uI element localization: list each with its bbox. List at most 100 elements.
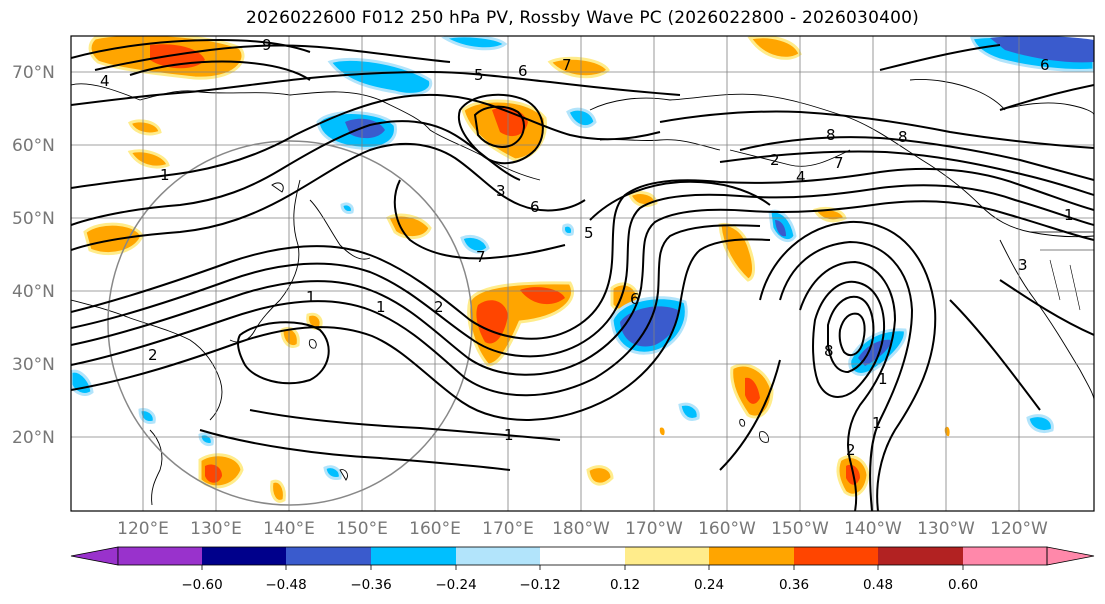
neg-anomaly-blob xyxy=(327,57,433,96)
colorbar-ticks xyxy=(201,565,964,570)
contour-label: 5 xyxy=(584,224,594,242)
neg-anomaly-blob xyxy=(323,465,342,480)
longitude-labels: 120°E 130°E 140°E 150°E 160°E 170°E 180°… xyxy=(117,519,1048,539)
contour-label: 8 xyxy=(824,342,834,360)
colorbar-tick-label: 0.60 xyxy=(948,577,978,593)
coastline xyxy=(589,93,1094,238)
pv-contour xyxy=(249,409,561,441)
colorbar-segment xyxy=(709,547,794,565)
lat-label: 60°N xyxy=(12,136,55,156)
pv-contour xyxy=(999,84,1094,111)
lon-label: 130°W xyxy=(917,519,975,539)
colorbar-segment xyxy=(540,547,625,565)
pv-contour xyxy=(71,70,681,106)
lat-label: 70°N xyxy=(12,63,55,83)
colorbar-segment xyxy=(625,547,709,565)
pos-anomaly-blob xyxy=(718,222,755,282)
pv-contour xyxy=(949,299,1041,411)
coastline xyxy=(729,149,851,167)
map-frame xyxy=(70,35,1095,512)
lon-label: 150°E xyxy=(336,519,388,539)
colorbar-right-extension xyxy=(1046,546,1095,566)
pv-contour xyxy=(799,260,897,511)
coastline xyxy=(71,299,223,421)
pos-anomaly-blob xyxy=(127,149,170,169)
pv-contour xyxy=(457,93,544,165)
pv-contours xyxy=(71,38,1094,511)
neg-anomaly-blob xyxy=(678,402,700,421)
neg-anomaly-blob xyxy=(198,432,214,446)
colorbar-segment xyxy=(963,547,1047,565)
lon-label: 150°W xyxy=(771,519,829,539)
contour-label: 4 xyxy=(796,168,806,186)
colorbar-tick-label: 0.24 xyxy=(694,577,724,593)
contour-label: 8 xyxy=(898,128,908,146)
contour-label: 2 xyxy=(770,151,780,169)
neg-anomaly-blob xyxy=(562,223,574,236)
colorbar-tick-label: −0.24 xyxy=(435,577,476,593)
coastlines xyxy=(71,79,1094,506)
pv-contour xyxy=(879,44,1001,71)
colorbar-tick-label: 0.48 xyxy=(863,577,893,593)
pv-contour xyxy=(393,179,566,260)
coastline xyxy=(999,239,1094,401)
lat-label: 50°N xyxy=(12,209,55,229)
colorbar-segment xyxy=(878,547,963,565)
contour-label: 2 xyxy=(846,441,856,459)
pv-contour xyxy=(812,280,886,398)
pv-contour xyxy=(236,321,330,385)
border xyxy=(1040,249,1094,311)
contour-label: 7 xyxy=(476,248,486,266)
contour-label: 2 xyxy=(434,298,444,316)
contour-label: 1 xyxy=(306,288,316,306)
pv-contour xyxy=(71,184,1094,358)
colorbar-segment xyxy=(286,547,371,565)
pv-contour xyxy=(71,120,521,226)
coastline xyxy=(309,199,371,260)
contour-label: 6 xyxy=(1040,56,1050,74)
colorbar-segment xyxy=(118,547,202,565)
pv-contour xyxy=(199,429,511,471)
coastline xyxy=(739,419,746,427)
contour-label: 7 xyxy=(834,154,844,172)
lon-label: 120°E xyxy=(117,519,169,539)
pv-contour xyxy=(827,295,875,374)
pv-contour xyxy=(71,224,761,397)
latitude-labels: 70°N 60°N 50°N 40°N 30°N 20°N xyxy=(12,63,55,448)
pv-contour xyxy=(999,279,1094,336)
pos-anomaly-blob xyxy=(270,479,286,503)
neg-anomaly-blob xyxy=(138,408,156,424)
lon-label: 160°W xyxy=(698,519,756,539)
colorbar-segment xyxy=(202,547,286,565)
neg-anomaly-blob xyxy=(460,234,490,254)
contour-label: 9 xyxy=(262,36,272,54)
neg-anomaly-blob xyxy=(620,306,679,347)
colorbar-segment xyxy=(456,547,540,565)
lon-label: 170°W xyxy=(625,519,683,539)
pos-anomaly-blob xyxy=(745,377,760,404)
colorbar-segment xyxy=(371,547,456,565)
radius-circle xyxy=(107,140,473,506)
contour-label: 6 xyxy=(630,290,640,308)
contour-label: 2 xyxy=(148,346,158,364)
contour-label: 1 xyxy=(504,426,514,444)
coastline xyxy=(909,79,1006,111)
neg-anomaly-blob xyxy=(566,107,597,129)
pv-contour xyxy=(473,105,525,148)
colorbar-left-extension xyxy=(70,546,119,566)
coastline xyxy=(999,102,1094,116)
map-area: 9 4 5 6 7 1 3 5 6 7 8 1 1 1 2 2 6 7 8 1 … xyxy=(71,36,1094,511)
lon-label: 170°E xyxy=(482,519,534,539)
lon-label: 140°W xyxy=(844,519,902,539)
lon-label: 180°W xyxy=(552,519,610,539)
pv-contour xyxy=(779,240,914,511)
lon-label: 130°E xyxy=(190,519,242,539)
colorbar-tick-label: 0.12 xyxy=(610,577,640,593)
contour-label: 1 xyxy=(160,166,170,184)
colorbar-segment xyxy=(794,547,878,565)
pos-anomaly-blob xyxy=(586,465,614,486)
pv-contour xyxy=(71,142,586,251)
contour-label: 4 xyxy=(100,72,110,90)
pv-contour xyxy=(71,238,771,421)
